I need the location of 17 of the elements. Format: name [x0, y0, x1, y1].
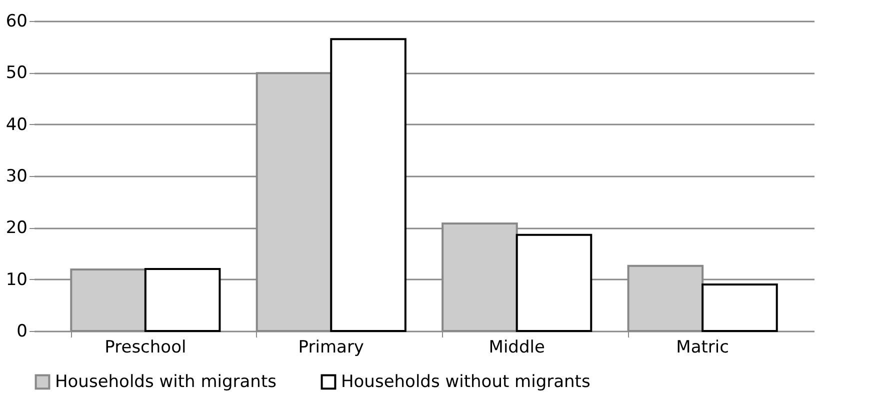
x-tick-label: Middle [488, 338, 545, 358]
y-tick-label: 60 [6, 12, 28, 32]
y-tick-label: 50 [6, 63, 28, 84]
bar [702, 284, 778, 332]
bar [516, 234, 592, 332]
legend-label: Households with migrants [55, 372, 277, 392]
y-tick-label: 40 [6, 114, 28, 135]
y-tick-label: 10 [6, 270, 28, 290]
x-tick-label: Preschool [104, 338, 186, 358]
bar [144, 268, 221, 332]
bar [330, 38, 406, 332]
legend-label: Households without migrants [341, 372, 590, 392]
y-tick-label: 30 [6, 166, 28, 186]
x-tick-label: Matric [676, 338, 729, 358]
y-tick-label: 0 [16, 322, 28, 342]
y-tick-label: 20 [6, 218, 28, 238]
x-tick-label: Primary [298, 338, 364, 358]
